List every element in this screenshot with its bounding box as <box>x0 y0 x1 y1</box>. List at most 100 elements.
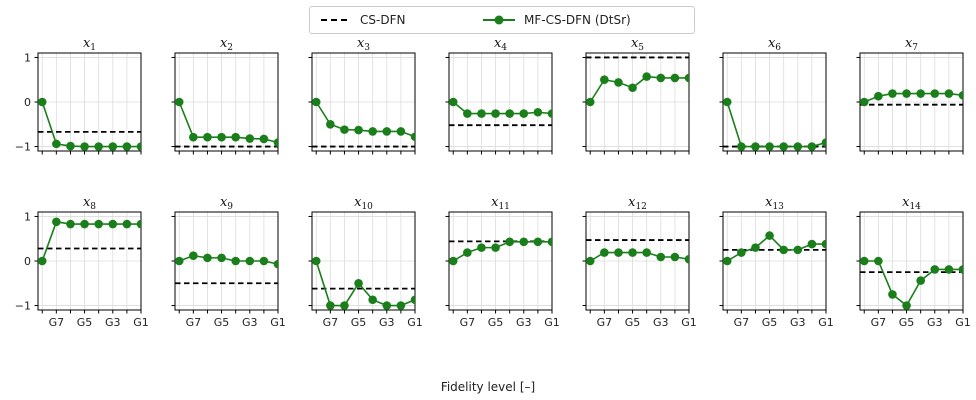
x-tick-label: G3 <box>105 316 121 329</box>
mf-cs-dfn-point <box>874 91 883 101</box>
mf-cs-dfn-point <box>779 142 788 151</box>
mf-cs-dfn-point <box>533 237 543 247</box>
mf-cs-dfn-point <box>751 142 760 151</box>
subplot-x1: 1 0 −1 x1 <box>15 36 142 155</box>
mf-cs-dfn-point <box>38 256 47 266</box>
y-tick-label: 0 <box>24 96 31 109</box>
x-tick-label: G5 <box>625 316 641 329</box>
mf-cs-dfn-point <box>807 142 817 151</box>
x-tick-label: G1 <box>270 316 286 329</box>
x-tick-label: G1 <box>407 316 423 329</box>
mf-cs-dfn-point <box>382 301 392 310</box>
mf-cs-dfn-point <box>860 97 869 107</box>
subplot-x12: G7 G5 G3 G1 x12 <box>582 195 697 329</box>
mf-cs-dfn-point <box>368 127 377 136</box>
mf-cs-dfn-point <box>273 138 278 147</box>
subplot-x13: G7 G5 G3 G1 x13 <box>719 195 834 329</box>
mf-cs-dfn-point <box>477 109 486 118</box>
mf-cs-dfn-point <box>340 301 349 310</box>
mf-cs-dfn-point <box>670 252 680 262</box>
x-tick-label: G1 <box>681 316 697 329</box>
mf-cs-dfn-point <box>189 251 198 260</box>
mf-cs-dfn-point <box>684 254 689 264</box>
subplot-title: x12 <box>628 195 647 212</box>
mf-cs-dfn-point <box>547 237 552 247</box>
mf-cs-dfn-point <box>491 243 500 252</box>
mf-cs-dfn-markers <box>723 231 826 266</box>
x-tick-label: G1 <box>133 316 149 329</box>
mf-cs-dfn-point <box>175 256 184 266</box>
mf-cs-dfn-point <box>66 141 75 151</box>
subplot-title: x13 <box>765 195 784 212</box>
mf-cs-dfn-point <box>396 301 406 310</box>
mf-cs-dfn-point <box>642 72 651 81</box>
mf-cs-dfn-point <box>231 132 240 142</box>
mf-cs-dfn-point <box>312 97 321 107</box>
mf-cs-dfn-point <box>944 265 954 274</box>
x-tick-label: G7 <box>734 316 750 329</box>
mf-cs-dfn-point <box>175 97 184 107</box>
mf-cs-dfn-point <box>326 119 335 129</box>
mf-cs-dfn-point <box>449 256 458 266</box>
mf-cs-dfn-line <box>726 101 826 148</box>
mf-cs-dfn-point <box>614 248 623 257</box>
mf-cs-dfn-markers <box>860 256 963 310</box>
legend-item-cs-dfn: CS-DFN <box>320 7 405 33</box>
mf-cs-dfn-markers <box>586 248 689 266</box>
mf-cs-dfn-point <box>916 89 925 98</box>
mf-cs-dfn-point <box>52 139 61 149</box>
mf-cs-dfn-point <box>958 91 963 100</box>
subplot-x6: x6 <box>719 36 827 155</box>
mf-cs-dfn-point <box>449 97 458 107</box>
mf-cs-dfn-markers <box>586 72 689 107</box>
mf-cs-dfn-point <box>807 239 817 249</box>
subplot-title: x2 <box>220 36 233 53</box>
x-tick-label: G1 <box>955 316 971 329</box>
legend-label-mf-cs-dfn: MF-CS-DFN (DtSr) <box>524 13 631 27</box>
subplot-x14: G7 G5 G3 G1 x14 <box>856 195 971 329</box>
mf-cs-dfn-point <box>821 138 826 147</box>
mf-cs-dfn-point <box>245 256 255 266</box>
mf-cs-dfn-point <box>902 301 911 310</box>
mf-cs-dfn-point <box>656 252 666 262</box>
mf-cs-dfn-markers <box>38 97 141 151</box>
subplot-x8: 1 0 −1 G7 G5 G3 G1 x8 <box>15 195 149 329</box>
subplot-title: x9 <box>220 195 233 212</box>
y-tick-label: 0 <box>24 255 31 268</box>
legend-label-cs-dfn: CS-DFN <box>360 13 406 27</box>
mf-cs-dfn-point <box>203 253 212 263</box>
mf-cs-dfn-point <box>930 89 940 98</box>
mf-cs-dfn-point <box>477 243 486 252</box>
mf-cs-dfn-point <box>396 127 406 136</box>
x-tick-label: G5 <box>762 316 778 329</box>
x-tick-label: G7 <box>49 316 65 329</box>
subplot-title: x3 <box>357 36 370 53</box>
subplot-x5: x5 <box>582 36 690 155</box>
subplot-title: x8 <box>83 195 96 212</box>
mf-cs-dfn-point <box>944 89 954 98</box>
mf-cs-dfn-point <box>463 248 472 257</box>
subplot-x2: x2 <box>171 36 279 155</box>
mf-cs-dfn-point <box>765 231 774 240</box>
mf-cs-dfn-point <box>860 256 869 266</box>
mf-cs-dfn-markers <box>175 97 278 147</box>
mf-cs-dfn-point <box>930 265 940 274</box>
mf-cs-dfn-markers <box>38 217 141 266</box>
mf-cs-dfn-point <box>902 89 911 98</box>
mf-cs-dfn-markers <box>723 97 826 151</box>
y-tick-label: 1 <box>24 210 31 223</box>
mf-cs-dfn-point <box>751 243 760 252</box>
mf-cs-dfn-point <box>737 248 746 257</box>
mf-cs-dfn-point <box>723 97 732 107</box>
dashed-line-icon <box>321 19 351 21</box>
x-tick-label: G1 <box>818 316 834 329</box>
mf-cs-dfn-point <box>600 248 609 257</box>
x-tick-label: G3 <box>790 316 806 329</box>
mf-cs-dfn-point <box>874 256 883 266</box>
y-tick-label: −1 <box>15 300 31 313</box>
subplot-title: x4 <box>494 36 507 53</box>
x-tick-label: G5 <box>488 316 504 329</box>
mf-cs-dfn-point <box>723 256 732 266</box>
mf-cs-dfn-point <box>779 245 788 255</box>
